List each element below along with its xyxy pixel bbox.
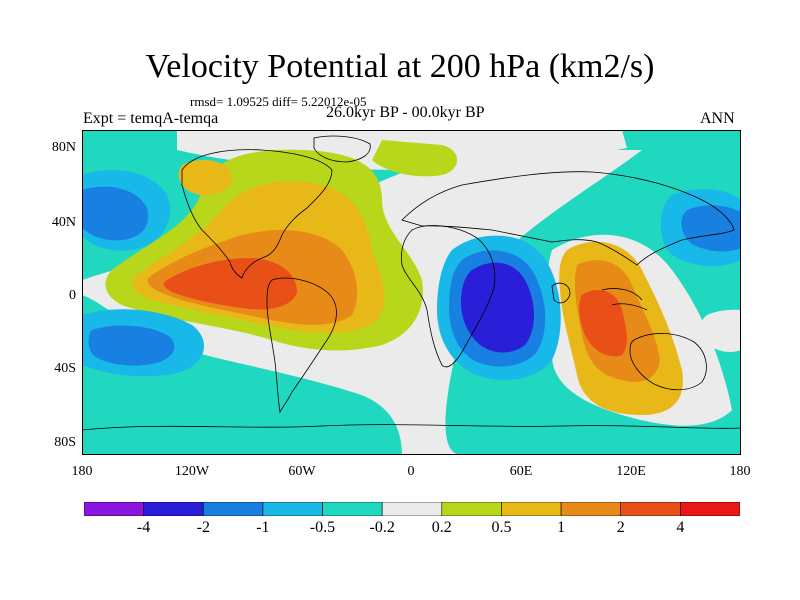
colorbar-swatch [202,502,264,516]
maritime-continent-coast [601,288,648,311]
field-near-zero-southeast [700,309,741,352]
colorbar-swatch [441,502,502,516]
colorbar-swatch [620,502,681,516]
period-label: 26.0kyr BP - 00.0kyr BP [326,104,485,121]
eurasia-coast [401,171,735,266]
velocity-potential-map [82,130,741,455]
colorbar-swatch [322,502,383,516]
north-america-coast [181,149,333,279]
madagascar-coast [551,282,571,304]
season-label: ANN [700,110,735,127]
colorbar-label: -0.5 [309,519,336,536]
colorbar-swatch [84,502,144,516]
lon-tick-120e: 120E [616,464,646,479]
lat-tick-40n: 40N [51,215,76,230]
field-negative-1-southwest [88,325,175,366]
colorbar [84,502,740,516]
field-negative-1-northwest [82,186,149,241]
colorbar-swatch [381,502,443,516]
colorbar-swatch [501,502,562,516]
south-america-coast [266,277,337,414]
colorbar-swatch [560,502,622,516]
colorbar-swatch [262,502,323,516]
colorbar-label: 2 [616,519,625,536]
lon-tick-60w: 60W [288,464,316,479]
antarctica-coast [82,424,741,431]
colorbar-label: -2 [196,519,210,536]
lat-tick-40s: 40S [54,361,76,376]
lat-tick-80n: 80N [51,140,76,155]
australia-coast [629,333,707,391]
lat-tick-equator: 0 [69,288,76,303]
experiment-label: Expt = temqA-temqa [83,110,219,127]
colorbar-label: -4 [136,519,151,536]
colorbar-label: -1 [256,519,270,536]
field-positive-0-2-arctic [372,140,457,177]
colorbar-swatch [680,502,740,516]
rmsd-diff-stats: rmsd= 1.09525 diff= 5.22012e-05 [190,94,367,109]
colorbar-label: 0.5 [491,519,512,536]
colorbar-label: 0.2 [431,519,452,536]
field-positive-0-5-north-atlantic [178,160,232,196]
field-negative-2-indian [460,262,534,353]
lon-tick-0: 0 [407,464,415,479]
africa-coast [401,225,496,368]
lon-tick-180e: 180 [729,464,751,479]
field-positive-2-east [579,290,627,357]
colorbar-label: 4 [676,519,685,536]
map-title: Velocity Potential at 200 hPa (km2/s) [145,48,655,85]
colorbar-label: -0.2 [369,519,395,536]
coastlines [82,135,741,431]
lon-tick-60e: 60E [509,464,533,479]
field-positive-2-west [163,258,297,310]
greenland-coast [313,135,371,163]
lat-tick-80s: 80S [54,435,76,450]
colorbar-swatch [143,502,204,516]
lon-tick-180w: 180 [71,464,93,479]
map-border [82,130,741,455]
lon-tick-120w: 120W [174,464,210,479]
colorbar-label: 1 [557,519,566,536]
